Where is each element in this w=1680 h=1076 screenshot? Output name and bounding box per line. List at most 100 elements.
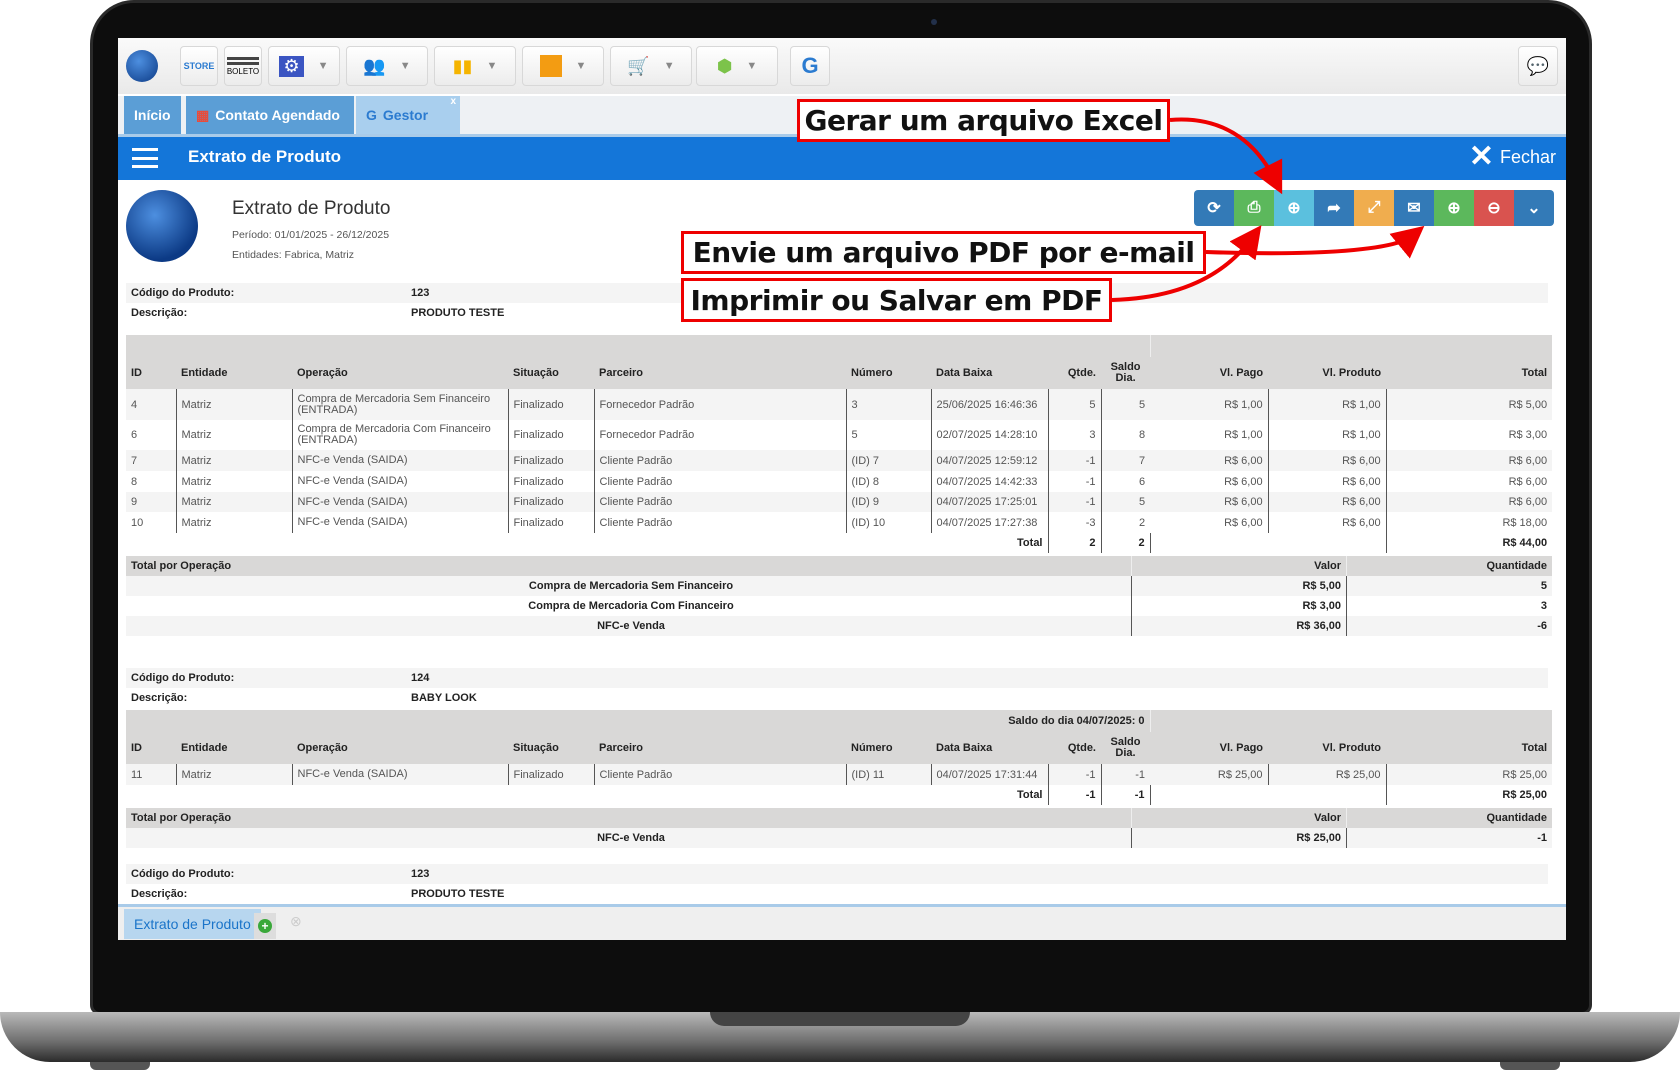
column-header[interactable]: Situação xyxy=(508,732,594,764)
column-header[interactable]: ID xyxy=(126,732,176,764)
download-button[interactable]: ⊕ xyxy=(1274,190,1314,226)
column-header[interactable]: Total xyxy=(1386,732,1553,764)
field-label: Código do Produto: xyxy=(131,868,235,880)
table-cell: Fornecedor Padrão xyxy=(593,420,846,450)
share-button[interactable]: ➦ xyxy=(1314,190,1354,226)
column-header[interactable]: Data Baixa xyxy=(931,732,1048,764)
close-tab-icon[interactable]: x xyxy=(450,96,456,107)
table-cell: 04/07/2025 17:25:01 xyxy=(930,492,1048,512)
column-header[interactable]: Total xyxy=(1386,357,1553,389)
column-header[interactable]: Parceiro xyxy=(594,357,846,389)
zoom-out-button[interactable]: ⊖ xyxy=(1474,190,1514,226)
table-row[interactable]: 6 Matriz Compra de Mercadoria Com Financei… xyxy=(126,420,1553,450)
store-button[interactable]: STORE xyxy=(180,46,218,86)
arrow-email xyxy=(1205,225,1425,259)
table-cell: 5 xyxy=(1047,389,1101,420)
sales-menu[interactable]: 🛒 ▼ xyxy=(610,46,692,86)
total-por-operacao: Total por Operação Valor Quantidade Compra … xyxy=(126,556,1552,636)
bottom-tab-extrato[interactable]: Extrato de Produto xyxy=(124,909,261,939)
column-header[interactable]: Número xyxy=(846,357,931,389)
column-header[interactable]: Qtde. xyxy=(1048,357,1101,389)
reports-menu[interactable]: ▮▮ ▼ xyxy=(434,46,516,86)
users-menu[interactable]: 👥 ▼ xyxy=(346,46,428,86)
column-header[interactable]: Vl. Pago xyxy=(1150,357,1269,389)
gear-icon: ⚙ xyxy=(279,55,304,77)
chat-button[interactable]: 💬 xyxy=(1518,46,1558,86)
column-header[interactable]: ID xyxy=(126,357,176,389)
table-cell: (ID) 10 xyxy=(845,512,931,533)
table-row[interactable]: 8 Matriz NFC-e Venda (SAIDA) Finalizado Clie… xyxy=(126,471,1553,492)
report-period: Período: 01/01/2025 - 26/12/2025 xyxy=(232,229,390,241)
tab-inicio[interactable]: Início xyxy=(124,96,181,134)
column-header[interactable]: Operação xyxy=(292,732,508,764)
table-cell: 5 xyxy=(1100,389,1151,420)
app-logo-icon[interactable] xyxy=(126,50,158,82)
column-header[interactable]: Situação xyxy=(508,357,594,389)
hands-cube-icon: ⬢ xyxy=(716,55,733,76)
more-button[interactable]: ⌄ xyxy=(1514,190,1554,226)
column-header[interactable]: Entidade xyxy=(176,357,292,389)
field-label: Descrição: xyxy=(131,888,188,900)
field-value: PRODUTO TESTE xyxy=(411,307,505,319)
add-tab-button[interactable]: + xyxy=(254,913,276,939)
table-cell: Compra de Mercadoria Sem Financeiro (ENT… xyxy=(291,389,508,420)
column-header[interactable]: Saldo Dia. xyxy=(1101,732,1151,764)
tpo-quantidade-header: Quantidade xyxy=(1346,808,1552,828)
table-cell: 5 xyxy=(845,420,931,450)
column-header[interactable]: Vl. Produto xyxy=(1268,357,1387,389)
total-valor: R$ 25,00 xyxy=(1385,785,1553,805)
table-row[interactable]: 7 Matriz NFC-e Venda (SAIDA) Finalizado Clie… xyxy=(126,450,1553,471)
gestor-button[interactable]: G xyxy=(790,46,830,86)
tpo-title: Total por Operação xyxy=(131,560,232,572)
refresh-button[interactable]: ⟳ xyxy=(1194,190,1234,226)
stock-menu[interactable]: ▼ xyxy=(522,46,604,86)
table-cell: R$ 6,00 xyxy=(1224,475,1263,488)
table-row[interactable]: 4 Matriz Compra de Mercadoria Sem Financei… xyxy=(126,389,1553,420)
hamburger-menu-icon[interactable] xyxy=(132,148,158,168)
column-header[interactable]: Número xyxy=(846,732,931,764)
tab-gestor[interactable]: G Gestor x xyxy=(356,96,460,134)
print-button[interactable]: ⎙ xyxy=(1234,190,1274,226)
table-cell: R$ 6,00 xyxy=(1385,492,1553,512)
expand-button[interactable]: ⤢ xyxy=(1354,190,1394,226)
column-header[interactable]: Data Baixa xyxy=(931,357,1048,389)
email-button[interactable]: ✉ xyxy=(1394,190,1434,226)
tpo-title: Total por Operação xyxy=(131,812,232,824)
close-label: Fechar xyxy=(1499,146,1556,167)
report-actions-toolbar: ⟳ ⎙ ⊕ ➦ ⤢ ✉ ⊕ ⊖ ⌄ xyxy=(1194,190,1554,226)
field-value: 123 xyxy=(411,287,430,299)
tab-label: Contato Agendado xyxy=(215,107,340,123)
table-cell: 04/07/2025 14:42:33 xyxy=(930,471,1048,492)
table-cell: Finalizado xyxy=(507,512,594,533)
total-qtde: -1 xyxy=(1047,785,1101,805)
close-button[interactable]: ✕ Fechar xyxy=(1469,142,1556,172)
tpo-row: Compra de Mercadoria Com Financeiro R$ 3,… xyxy=(126,596,1552,616)
table-cell: 4 xyxy=(126,389,176,420)
boleto-button[interactable]: BOLETO xyxy=(224,46,262,86)
share-icon: ➦ xyxy=(1327,200,1341,217)
column-header[interactable]: Qtde. xyxy=(1048,732,1101,764)
table-cell: 11 xyxy=(126,764,176,785)
tpo-quantidade: 5 xyxy=(1346,576,1552,596)
products-menu[interactable]: ⬢ ▼ xyxy=(696,46,778,86)
product-field: Código do Produto: 123 xyxy=(126,864,1548,884)
tab-contato-agendado[interactable]: ▦ Contato Agendado xyxy=(186,96,354,134)
table-cell: Matriz xyxy=(175,764,292,785)
column-header[interactable]: Entidade xyxy=(176,732,292,764)
column-header[interactable]: Vl. Pago xyxy=(1150,732,1269,764)
table-row[interactable]: 11 Matriz NFC-e Venda (SAIDA) Finalizado Cli… xyxy=(126,764,1553,785)
column-header[interactable]: Saldo Dia. xyxy=(1101,357,1151,389)
settings-menu[interactable]: ⚙ ▼ xyxy=(268,46,340,86)
table-row[interactable]: 10 Matriz NFC-e Venda (SAIDA) Finalizado Cli… xyxy=(126,512,1553,533)
table-row[interactable]: 9 Matriz NFC-e Venda (SAIDA) Finalizado Clie… xyxy=(126,492,1553,512)
column-header[interactable]: Operação xyxy=(292,357,508,389)
zoom-in-button[interactable]: ⊕ xyxy=(1434,190,1474,226)
tpo-operacao: Compra de Mercadoria Com Financeiro xyxy=(528,600,734,612)
close-tab-icon[interactable]: ⊗ xyxy=(290,913,302,929)
table-cell: (ID) 11 xyxy=(845,764,931,785)
saldo-filler xyxy=(1149,335,1553,357)
tpo-quantidade-header: Quantidade xyxy=(1346,556,1552,576)
column-header[interactable]: Parceiro xyxy=(594,732,846,764)
expand-icon: ⤢ xyxy=(1367,199,1381,216)
column-header[interactable]: Vl. Produto xyxy=(1268,732,1387,764)
